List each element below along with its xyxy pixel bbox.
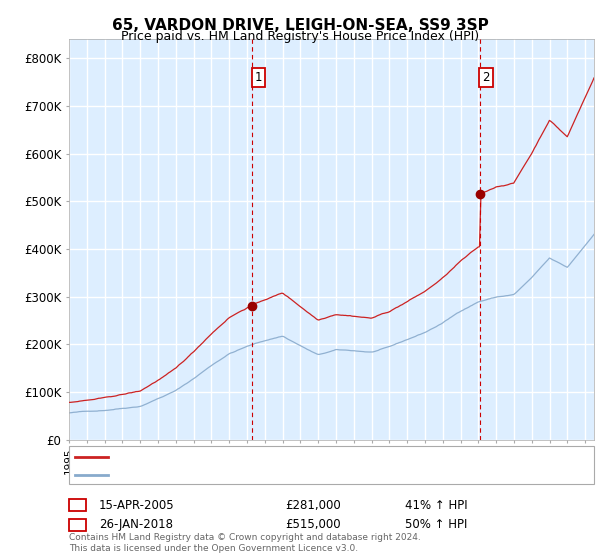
Text: £281,000: £281,000 <box>285 498 341 512</box>
Text: 1: 1 <box>74 500 81 510</box>
Text: 41% ↑ HPI: 41% ↑ HPI <box>405 498 467 512</box>
Text: 1: 1 <box>255 71 262 84</box>
Text: 65, VARDON DRIVE, LEIGH-ON-SEA, SS9 3SP: 65, VARDON DRIVE, LEIGH-ON-SEA, SS9 3SP <box>112 18 488 34</box>
Text: 26-JAN-2018: 26-JAN-2018 <box>99 518 173 531</box>
Text: 50% ↑ HPI: 50% ↑ HPI <box>405 518 467 531</box>
Text: 15-APR-2005: 15-APR-2005 <box>99 498 175 512</box>
Text: 2: 2 <box>482 71 490 84</box>
Text: Contains HM Land Registry data © Crown copyright and database right 2024.
This d: Contains HM Land Registry data © Crown c… <box>69 533 421 553</box>
Text: HPI: Average price, semi-detached house, Southend-on-Sea: HPI: Average price, semi-detached house,… <box>114 470 426 480</box>
Text: 65, VARDON DRIVE, LEIGH-ON-SEA, SS9 3SP (semi-detached house): 65, VARDON DRIVE, LEIGH-ON-SEA, SS9 3SP … <box>114 452 468 462</box>
Text: Price paid vs. HM Land Registry's House Price Index (HPI): Price paid vs. HM Land Registry's House … <box>121 30 479 43</box>
Text: 2: 2 <box>74 520 81 530</box>
Text: £515,000: £515,000 <box>285 518 341 531</box>
